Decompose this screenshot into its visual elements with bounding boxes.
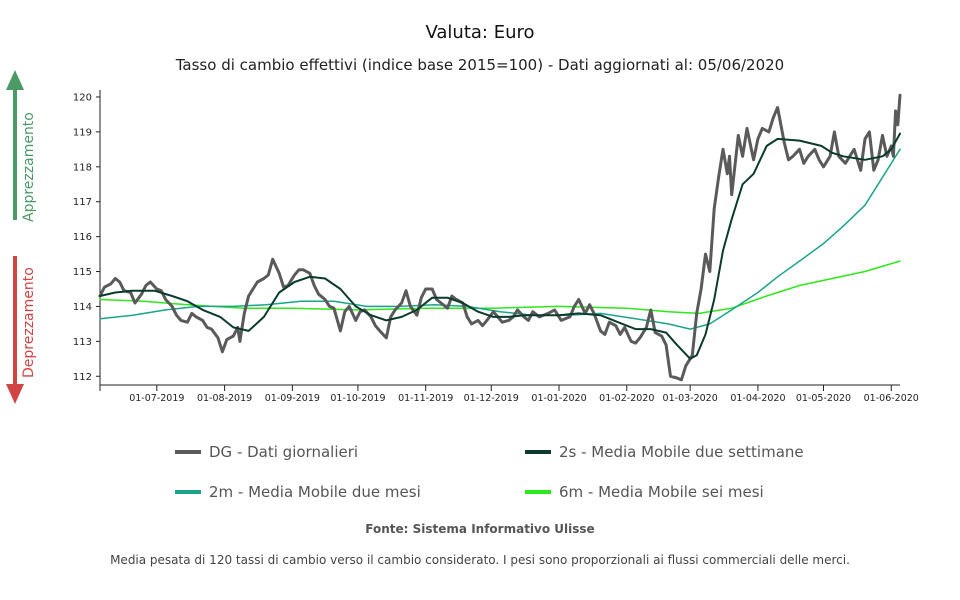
x-tick-label: 01-03-2020	[663, 393, 718, 404]
x-tick-label: 01-02-2020	[599, 393, 654, 404]
series-line	[99, 260, 901, 315]
series-line	[99, 132, 901, 360]
legend-item-2s: 2s - Media Mobile due settimane	[525, 443, 804, 461]
y-tick-label: 119	[73, 127, 92, 138]
footnote: Media pesata di 120 tassi di cambio vers…	[110, 553, 850, 567]
x-tick-label: 01-08-2019	[197, 393, 252, 404]
y-tick-label: 117	[73, 197, 92, 208]
legend-swatch-dg	[175, 450, 201, 454]
legend-label-dg: DG - Dati giornalieri	[209, 443, 359, 461]
x-tick-label: 01-12-2019	[464, 393, 519, 404]
x-tick-label: 01-04-2020	[730, 393, 785, 404]
x-tick-label: 01-07-2019	[129, 393, 184, 404]
source-note: Fonte: Sistema Informativo Ulisse	[365, 522, 595, 536]
side-arrows	[6, 70, 24, 404]
x-tick-label: 01-01-2020	[531, 393, 586, 404]
legend-item-2m: 2m - Media Mobile due mesi	[175, 483, 421, 501]
y-tick-label: 113	[73, 337, 92, 348]
y-tick-label: 118	[73, 162, 92, 173]
depreciation-arrow-head	[6, 384, 24, 404]
legend-swatch-2m	[175, 490, 201, 494]
series-line	[98, 93, 902, 382]
chart-title: Valuta: Euro	[425, 22, 535, 43]
y-tick-label: 112	[73, 372, 92, 383]
y-tick-label: 115	[73, 267, 92, 278]
x-tick-label: 01-05-2020	[796, 393, 851, 404]
legend-item-dg: DG - Dati giornalieri	[175, 443, 358, 461]
legend-item-6m: 6m - Media Mobile sei mesi	[525, 483, 764, 501]
legend-label-6m: 6m - Media Mobile sei mesi	[559, 483, 764, 501]
legend-swatch-6m	[525, 490, 551, 494]
y-tick-label: 120	[73, 92, 92, 103]
chart-subtitle: Tasso di cambio effettivi (indice base 2…	[175, 56, 785, 74]
apprezzamento-label: Apprezzamento	[21, 112, 37, 222]
x-tick-label: 01-10-2019	[330, 393, 385, 404]
x-tick-label: 01-11-2019	[398, 393, 453, 404]
deprezzamento-label: Deprezzamento	[21, 267, 37, 378]
x-tick-label: 01-09-2019	[265, 393, 320, 404]
series-layer	[98, 93, 902, 382]
y-tick-label: 116	[73, 232, 92, 243]
x-tick-label: 01-06-2020	[864, 393, 919, 404]
legend-swatch-2s	[525, 450, 551, 454]
y-tick-label: 114	[73, 302, 92, 313]
chart-axes: 112 113 114 115 116 117 118 119 120 01-07-2019 01-…	[73, 90, 919, 404]
legend-label-2s: 2s - Media Mobile due settimane	[559, 443, 804, 461]
appreciation-arrow-head	[6, 70, 24, 90]
legend-label-2m: 2m - Media Mobile due mesi	[209, 483, 421, 501]
chart-plot: 112 113 114 115 116 117 118 119 120 01-07-2019 01-…	[6, 70, 919, 404]
series-line	[99, 148, 901, 330]
